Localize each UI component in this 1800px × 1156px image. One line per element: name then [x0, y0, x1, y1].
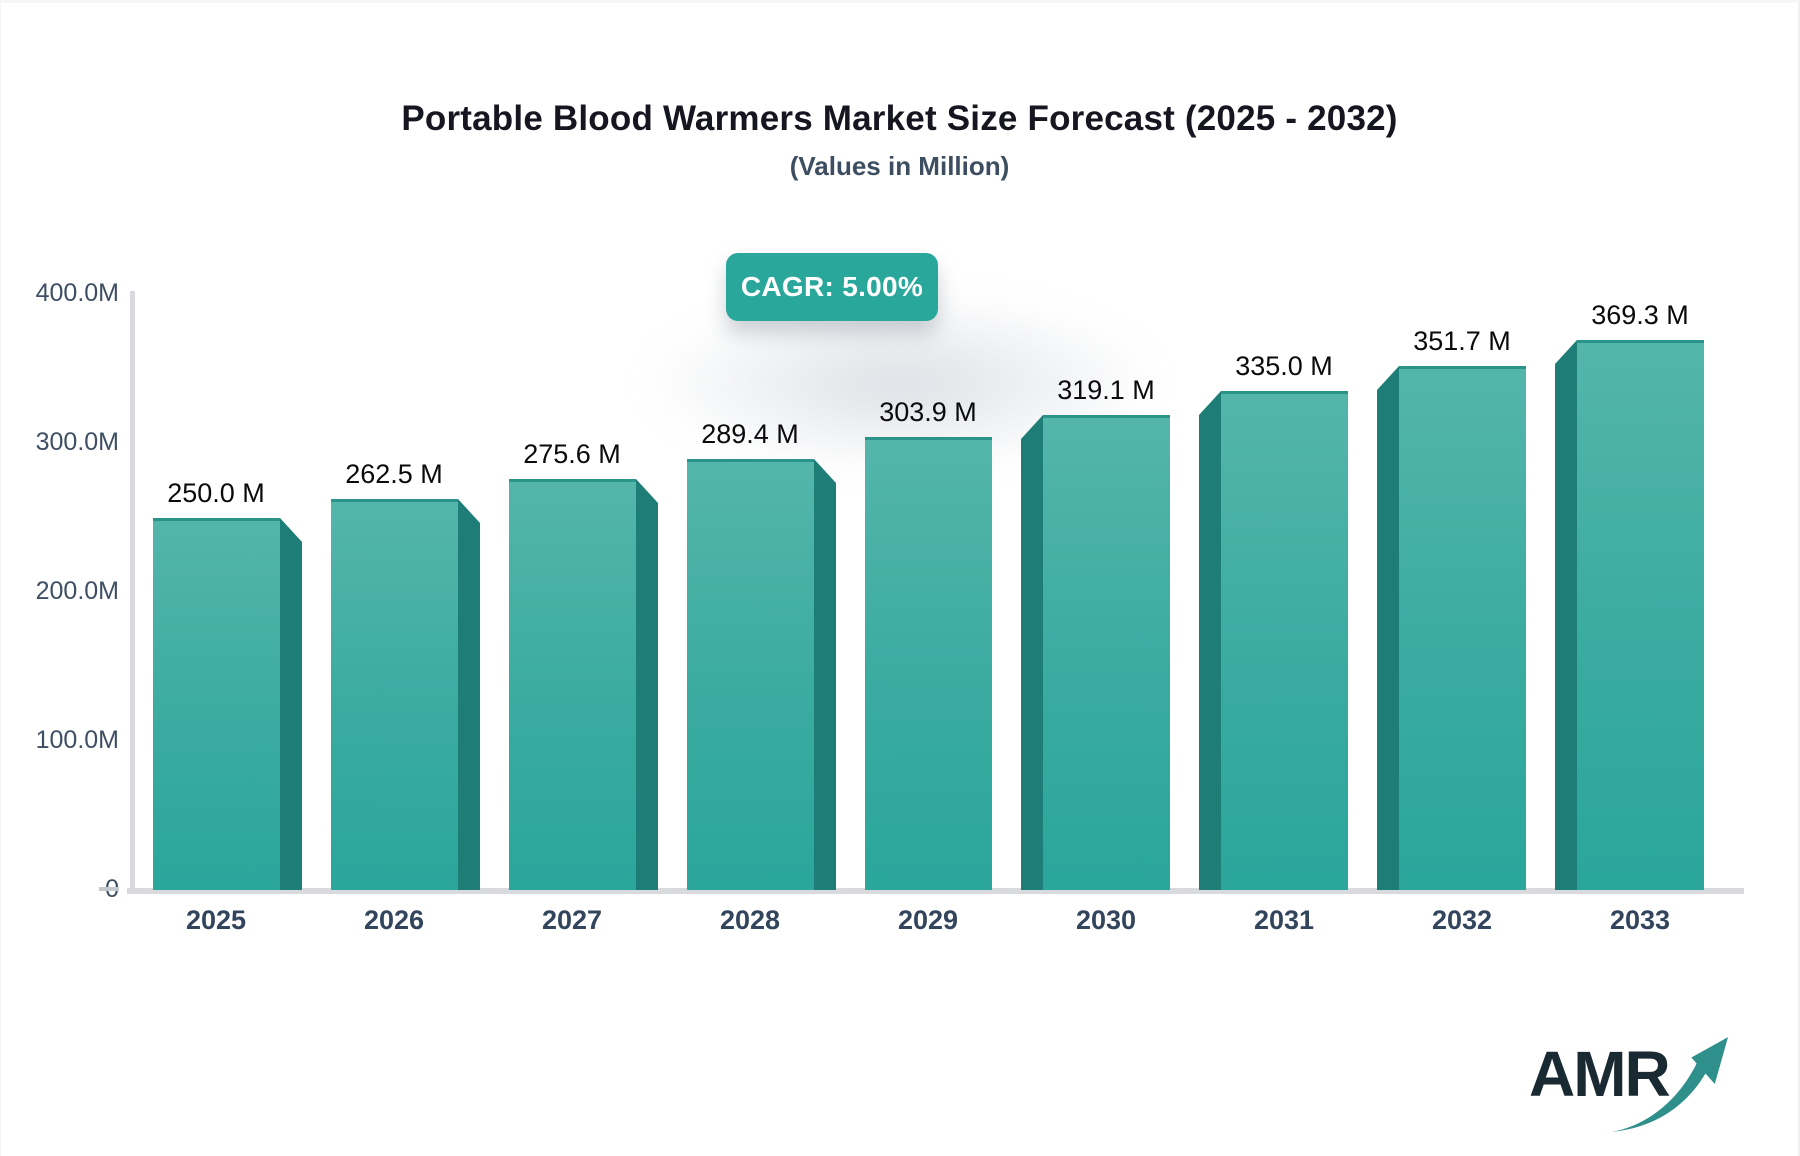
- x-axis-tick-label-2025: 2025: [185, 905, 247, 935]
- bar-value-label-2027: 275.6 M: [523, 439, 621, 469]
- x-axis-tick-label-2030: 2030: [1075, 905, 1137, 935]
- bar-3d-side-2028: [814, 459, 836, 890]
- bar-3d-side-2031: [1199, 391, 1221, 890]
- x-axis-tick-label-2026: 2026: [363, 905, 425, 935]
- y-axis-tick-label: 400.0M: [35, 279, 119, 307]
- bar-3d-side-2030: [1021, 415, 1043, 890]
- bar-value-label-2030: 319.1 M: [1057, 375, 1155, 405]
- bar-value-label-2025: 250.0 M: [167, 478, 265, 508]
- x-axis-tick-label-2029: 2029: [897, 905, 959, 935]
- cagr-badge: CAGR: 5.00%: [726, 253, 938, 321]
- bar-2031[interactable]: [1221, 391, 1348, 890]
- y-axis-tick-label: 200.0M: [35, 577, 119, 605]
- y-axis-tick-label: 300.0M: [35, 428, 119, 456]
- x-axis-line: [127, 888, 1744, 894]
- bar-3d-side-2032: [1377, 366, 1399, 890]
- x-axis-tick-label-2033: 2033: [1609, 905, 1671, 935]
- bar-3d-side-2025: [280, 518, 302, 890]
- bar-2026[interactable]: [331, 499, 458, 890]
- x-axis-tick-label-2031: 2031: [1253, 905, 1315, 935]
- bar-3d-side-2027: [636, 479, 658, 890]
- bar-value-label-2029: 303.9 M: [879, 397, 977, 427]
- chart-subtitle: (Values in Million): [789, 151, 1010, 181]
- bar-2029[interactable]: [865, 437, 992, 890]
- bar-value-label-2028: 289.4 M: [701, 419, 799, 449]
- bar-2027[interactable]: [509, 479, 636, 890]
- bar-2028[interactable]: [687, 459, 814, 890]
- bar-2030[interactable]: [1043, 415, 1170, 890]
- bar-3d-side-2033: [1555, 340, 1577, 890]
- x-axis-tick-label-2028: 2028: [719, 905, 781, 935]
- bar-3d-side-2026: [458, 499, 480, 890]
- bar-2032[interactable]: [1399, 366, 1526, 890]
- x-axis-tick-label-2032: 2032: [1431, 905, 1493, 935]
- bar-value-label-2032: 351.7 M: [1413, 326, 1511, 356]
- bar-value-label-2031: 335.0 M: [1235, 351, 1333, 381]
- bar-value-label-2033: 369.3 M: [1591, 300, 1689, 330]
- bar-2033[interactable]: [1577, 340, 1704, 890]
- chart-title: Portable Blood Warmers Market Size Forec…: [401, 99, 1398, 138]
- x-axis-tick-label-2027: 2027: [541, 905, 603, 935]
- amr-logo-text: AMR: [1529, 1038, 1671, 1110]
- bar-2025[interactable]: [153, 518, 280, 890]
- bar-value-label-2026: 262.5 M: [345, 459, 443, 489]
- y-axis-tick-label: 100.0M: [35, 726, 119, 754]
- growth-arrow-icon: [1611, 1037, 1729, 1132]
- amr-logo: AMR: [1529, 1031, 1739, 1132]
- y-axis-zero-tick: [99, 887, 119, 891]
- y-axis-line: [130, 291, 135, 894]
